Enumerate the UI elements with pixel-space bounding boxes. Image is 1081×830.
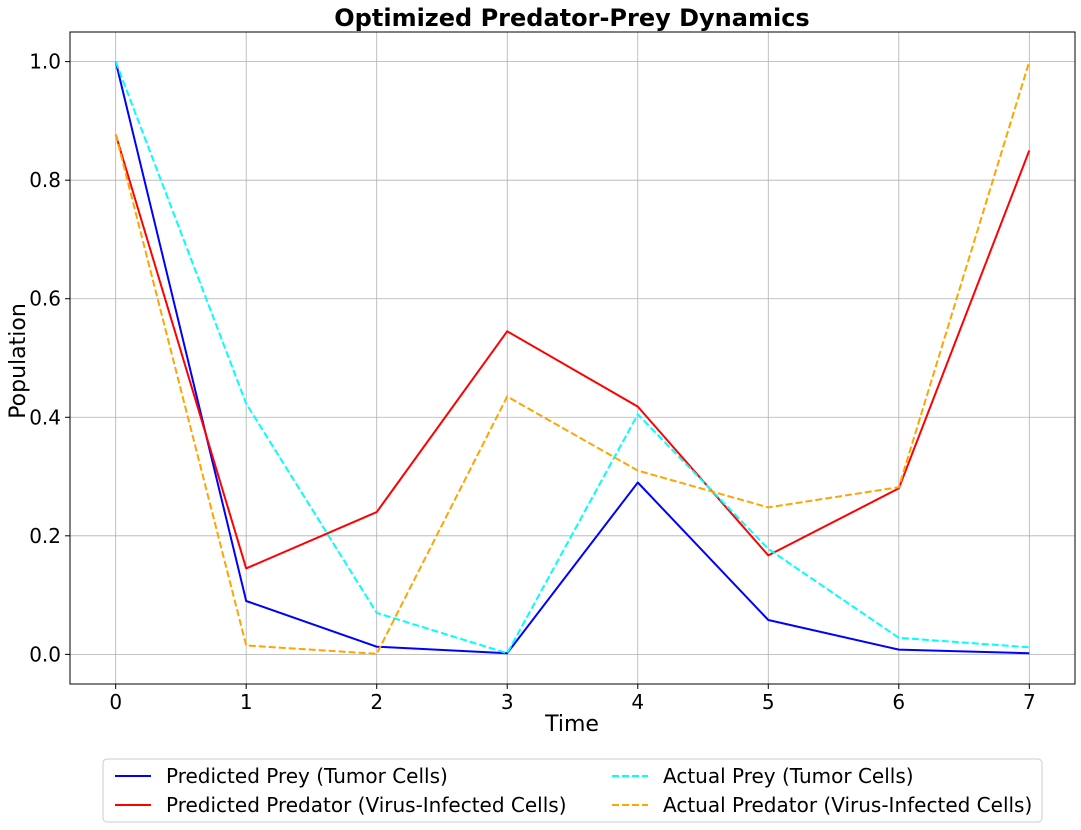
series-line-2 xyxy=(114,134,1031,570)
legend-label-3: Actual Prey (Tumor Cells) xyxy=(663,764,914,788)
series-line-4 xyxy=(114,61,1031,655)
y-tick-label: 0.0 xyxy=(29,642,61,666)
x-tick-label: 1 xyxy=(240,690,253,714)
axis-ticks: 0 1 2 3 4 5 6 7 0.0 0.2 0.4 0.6 0.8 1.0 xyxy=(29,50,1035,714)
y-axis-label: Population xyxy=(6,303,31,419)
legend: Predicted Prey (Tumor Cells) Predicted Pr… xyxy=(102,758,1043,823)
y-tick-label: 0.4 xyxy=(29,405,61,429)
x-tick-label: 6 xyxy=(892,690,905,714)
x-tick-label: 5 xyxy=(762,690,775,714)
legend-label-1: Predicted Prey (Tumor Cells) xyxy=(166,764,448,788)
y-tick-label: 0.6 xyxy=(29,287,61,311)
x-axis-label: Time xyxy=(544,712,599,737)
legend-frame xyxy=(102,758,1043,823)
x-tick-label: 7 xyxy=(1023,690,1036,714)
grid xyxy=(70,32,1075,684)
x-tick-label: 4 xyxy=(631,690,644,714)
legend-label-4: Actual Predator (Virus-Infected Cells) xyxy=(663,793,1032,817)
x-tick-label: 3 xyxy=(501,690,514,714)
chart-title: Optimized Predator-Prey Dynamics xyxy=(334,4,809,32)
series-line-1 xyxy=(114,61,1030,655)
y-tick-label: 1.0 xyxy=(29,50,61,74)
series-lines xyxy=(114,61,1031,655)
legend-label-2: Predicted Predator (Virus-Infected Cells… xyxy=(166,793,567,817)
y-tick-label: 0.8 xyxy=(29,168,61,192)
y-tick-label: 0.2 xyxy=(29,524,61,548)
plot-frame xyxy=(69,31,1076,685)
x-tick-label: 0 xyxy=(109,690,122,714)
series-line-3 xyxy=(114,61,1030,655)
x-tick-label: 2 xyxy=(370,690,383,714)
